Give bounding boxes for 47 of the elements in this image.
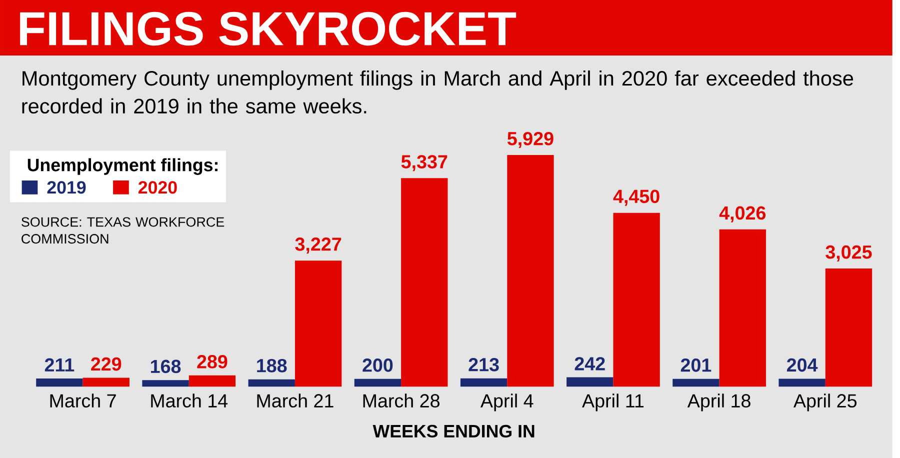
data-label: 5,929 — [507, 132, 554, 148]
x-tick-label: March 28 — [363, 394, 440, 408]
bar — [719, 229, 766, 387]
data-label: 211 — [44, 358, 74, 372]
bar — [188, 375, 236, 387]
x-tick-label: March 14 — [151, 394, 228, 408]
data-label: 204 — [786, 358, 818, 372]
data-label: 200 — [362, 358, 393, 372]
x-tick-label: April 4 — [480, 394, 534, 412]
legend-label: 2020 — [138, 181, 177, 194]
data-label: 168 — [151, 360, 181, 374]
x-tick-label: March 21 — [257, 394, 334, 408]
data-label: 188 — [257, 358, 287, 372]
data-label: 3,227 — [295, 237, 342, 254]
data-label: 4,450 — [613, 190, 660, 206]
x-tick-label: April 18 — [687, 394, 750, 412]
data-label: 3,025 — [826, 245, 872, 262]
bar — [613, 212, 660, 387]
chart-title: FILINGS SKYROCKET — [20, 12, 516, 46]
bar — [460, 378, 508, 387]
x-tick-label: March 7 — [50, 394, 116, 408]
data-label: 4,026 — [719, 206, 766, 222]
x-tick-label: April 11 — [582, 394, 644, 412]
legend-title: Unemployment filings: — [28, 158, 218, 175]
legend-label: 2019 — [47, 181, 86, 194]
bar — [566, 377, 614, 387]
bar — [36, 378, 83, 387]
bar — [354, 378, 402, 387]
bar — [248, 379, 295, 387]
x-axis-title: WEEKS ENDING IN — [372, 424, 534, 438]
bar — [825, 268, 872, 387]
data-label: 5,337 — [401, 155, 448, 172]
bar — [294, 260, 342, 387]
bar — [778, 378, 826, 387]
data-label: 213 — [468, 358, 499, 372]
data-label: 201 — [680, 358, 712, 372]
bar — [672, 378, 720, 387]
data-label: 289 — [197, 355, 228, 368]
bar — [507, 155, 554, 387]
chart-subtitle: Montgomery County unemployment filings in March and April in 2020 far exceeded those recorded in 2019 in the same weeks. — [22, 70, 854, 114]
bar — [401, 178, 448, 387]
data-label: 242 — [574, 357, 605, 370]
bar — [142, 380, 189, 387]
annotation: SOURCE: TEXAS WORKFORCE COMMISSION — [22, 217, 224, 244]
bar — [82, 378, 130, 387]
data-label: 229 — [91, 357, 122, 371]
x-tick-label: April 25 — [793, 394, 857, 412]
